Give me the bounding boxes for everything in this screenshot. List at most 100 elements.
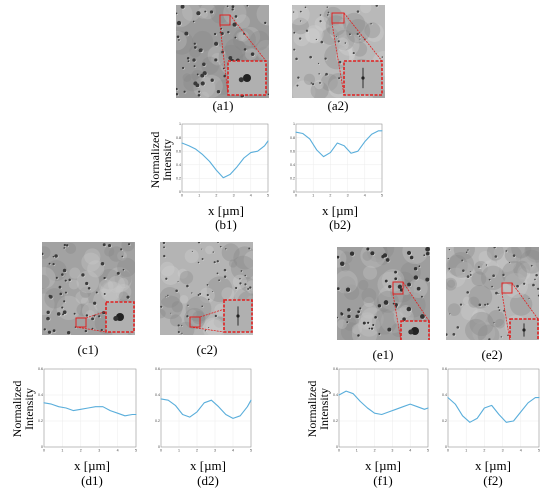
chart-f1: 0 0.2 0.4 0.6 0 1 2 3 4 5 xyxy=(333,366,430,453)
x-tick-label: 1 xyxy=(178,449,180,453)
series-line xyxy=(338,390,429,416)
series-line xyxy=(160,398,252,419)
y-tick-label: 1 xyxy=(293,122,295,126)
y-tick-label: 0.4 xyxy=(442,393,447,397)
y-tick-label: 0 xyxy=(41,445,43,449)
y-tick-label: 0.4 xyxy=(38,393,43,397)
x-tick-label: 2 xyxy=(374,449,376,453)
y-tick-label: 0.4 xyxy=(176,163,181,167)
y-tick-label: 1 xyxy=(179,122,181,126)
plot-d2: 0 0.2 0.4 0.6 0 1 2 3 4 5 xyxy=(155,367,252,453)
x-tick-label: 0 xyxy=(160,449,162,453)
series-line xyxy=(43,402,137,417)
y-tick-label: 0 xyxy=(445,445,447,449)
micrograph-a1 xyxy=(176,5,269,98)
y-tick-label: 0.2 xyxy=(176,177,181,181)
x-tick-label: 5 xyxy=(250,449,252,453)
figure-label-a2: (a2) xyxy=(327,98,349,113)
x-tick-label: 5 xyxy=(135,449,137,453)
chart-b2: 0 0.2 0.4 0.6 0.8 1 0 1 2 3 4 5 xyxy=(290,121,384,198)
x-tick-label: 3 xyxy=(347,194,349,198)
x-tick-label: 0 xyxy=(338,449,340,453)
x-tick-label: 1 xyxy=(356,449,358,453)
x-axis-title-d2: x [µm] xyxy=(189,458,226,473)
y-tick-label: 0.6 xyxy=(38,367,43,371)
micrograph-a2 xyxy=(292,5,385,98)
chart-d2: 0 0.2 0.4 0.6 0 1 2 3 4 5 xyxy=(155,366,253,453)
y-tick-label: 0.6 xyxy=(155,367,160,371)
x-tick-label: 2 xyxy=(80,449,82,453)
y-tick-label: 0 xyxy=(179,190,181,194)
chart-f2: 0 0.2 0.4 0.6 0 1 2 3 4 5 xyxy=(442,366,541,453)
micrograph-c1 xyxy=(42,242,135,335)
x-tick-label: 4 xyxy=(364,194,366,198)
chart-label-b2: (b2) xyxy=(329,217,351,232)
y-tick-label: 0.8 xyxy=(176,136,181,140)
plot-b2: 0 0.2 0.4 0.6 0.8 1 0 1 2 3 4 5 xyxy=(290,122,383,198)
y-tick-label: 0 xyxy=(158,445,160,449)
y-axis-title-f1: Normalized Intensity xyxy=(305,380,331,438)
y-tick-label: 0.4 xyxy=(290,163,295,167)
chart-label-d2: (d2) xyxy=(197,473,219,488)
x-tick-label: 1 xyxy=(465,449,467,453)
y-tick-label: 0.2 xyxy=(333,419,338,423)
y-tick-label: 0 xyxy=(293,190,295,194)
figure-label-e1: (e1) xyxy=(372,347,394,362)
x-tick-label: 3 xyxy=(502,449,504,453)
chart-label-b1: (b1) xyxy=(215,217,237,232)
x-tick-label: 4 xyxy=(250,194,252,198)
chart-label-f1: (f1) xyxy=(373,473,393,488)
x-tick-label: 0 xyxy=(181,194,183,198)
series-line xyxy=(181,140,269,179)
y-tick-label: 0.2 xyxy=(290,177,295,181)
x-tick-label: 3 xyxy=(391,449,393,453)
x-tick-label: 0 xyxy=(447,449,449,453)
plot-f2: 0 0.2 0.4 0.6 0 1 2 3 4 5 xyxy=(442,367,540,453)
y-axis-title-d1: Normalized Intensity xyxy=(10,380,36,438)
x-tick-label: 2 xyxy=(329,194,331,198)
x-tick-label: 4 xyxy=(117,449,119,453)
y-tick-label: 0.2 xyxy=(155,419,160,423)
micrograph-e2 xyxy=(446,247,539,340)
chart-d1: 0 0.2 0.4 0.6 0 1 2 3 4 5 xyxy=(38,366,138,453)
x-tick-label: 0 xyxy=(43,449,45,453)
micrograph-c2 xyxy=(160,242,253,335)
x-tick-label: 1 xyxy=(61,449,63,453)
x-tick-label: 5 xyxy=(267,194,269,198)
x-axis-title-b1: x [µm] xyxy=(207,203,244,218)
x-tick-label: 2 xyxy=(215,194,217,198)
y-tick-label: 0 xyxy=(336,445,338,449)
y-tick-label: 0.6 xyxy=(333,367,338,371)
x-axis-title-f2: x [µm] xyxy=(474,458,511,473)
x-tick-label: 4 xyxy=(409,449,411,453)
micrograph-e1 xyxy=(337,247,430,340)
x-tick-label: 0 xyxy=(295,194,297,198)
series-line xyxy=(447,397,540,423)
figure-label-c1: (c1) xyxy=(77,342,99,357)
x-tick-label: 1 xyxy=(312,194,314,198)
x-tick-label: 2 xyxy=(483,449,485,453)
chart-label-f2: (f2) xyxy=(483,473,503,488)
x-axis-title-d1: x [µm] xyxy=(73,458,110,473)
chart-label-d1: (d1) xyxy=(81,473,103,488)
series-line xyxy=(295,130,383,158)
plot-f1: 0 0.2 0.4 0.6 0 1 2 3 4 5 xyxy=(333,367,429,453)
x-tick-label: 3 xyxy=(233,194,235,198)
x-axis-title-b2: x [µm] xyxy=(321,203,358,218)
x-tick-label: 4 xyxy=(232,449,234,453)
x-tick-label: 3 xyxy=(214,449,216,453)
x-tick-label: 2 xyxy=(196,449,198,453)
figure-label-e2: (e2) xyxy=(481,347,503,362)
x-tick-label: 5 xyxy=(538,449,540,453)
y-tick-label: 0.6 xyxy=(290,149,295,153)
plot-d1: 0 0.2 0.4 0.6 0 1 2 3 4 5 xyxy=(38,367,137,453)
plot-b1: 0 0.2 0.4 0.6 0.8 1 0 1 2 3 4 5 xyxy=(176,122,269,198)
figure-label-a1: (a1) xyxy=(212,98,234,113)
y-tick-label: 0.4 xyxy=(155,393,160,397)
x-tick-label: 3 xyxy=(98,449,100,453)
x-tick-label: 4 xyxy=(520,449,522,453)
x-axis-title-f1: x [µm] xyxy=(364,458,401,473)
x-tick-label: 1 xyxy=(198,194,200,198)
y-tick-label: 0.8 xyxy=(290,136,295,140)
x-tick-label: 5 xyxy=(427,449,429,453)
